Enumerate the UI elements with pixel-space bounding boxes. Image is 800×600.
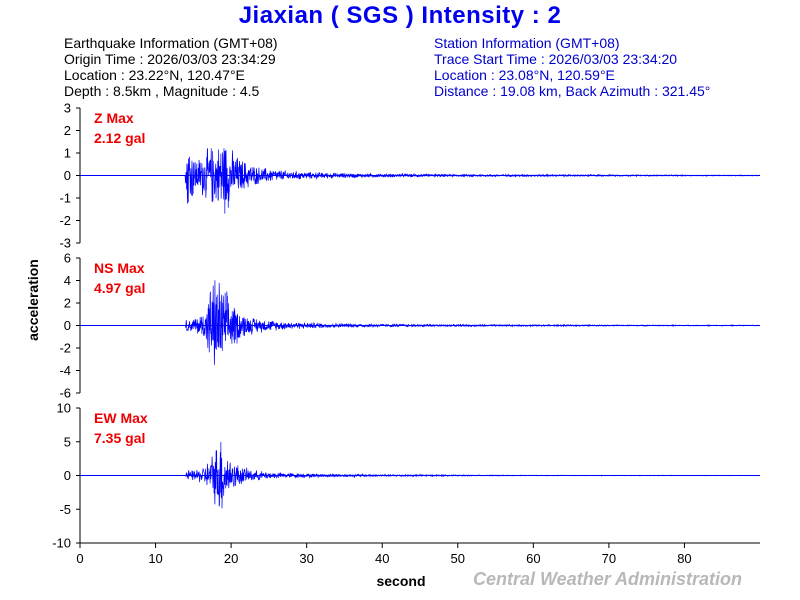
y-tick-label: -1: [59, 191, 71, 206]
x-tick-label: 30: [299, 551, 313, 566]
series-max-value: 7.35 gal: [94, 430, 145, 446]
series-name-label: NS Max: [94, 260, 145, 276]
waveform-2: [79, 441, 761, 509]
x-tick-label: 80: [677, 551, 691, 566]
origin-time: Origin Time : 2026/03/03 23:34:29: [64, 51, 276, 67]
x-axis-ticks: 0 10 20 30 40 50 60 70 80: [76, 543, 692, 566]
waveform-1: [79, 280, 761, 365]
x-tick-label: 70: [602, 551, 616, 566]
panel-0: -3 -2 -1 0 1 2 3 Z Max 2.12 gal: [59, 101, 761, 251]
y-tick-label: 0: [64, 168, 71, 183]
y-tick-label: -6: [59, 386, 71, 401]
earthquake-info-heading: Earthquake Information (GMT+08): [64, 35, 278, 51]
x-tick-label: 50: [451, 551, 465, 566]
station-info-heading: Station Information (GMT+08): [434, 35, 620, 51]
y-tick-label: 10: [57, 401, 71, 416]
x-tick-label: 40: [375, 551, 389, 566]
depth-magnitude: Depth : 8.5km , Magnitude : 4.5: [64, 83, 260, 99]
trace-start-time: Trace Start Time : 2026/03/03 23:34:20: [434, 51, 678, 67]
series-max-value: 2.12 gal: [94, 130, 145, 146]
series-max-value: 4.97 gal: [94, 280, 145, 296]
panel-2: -10 -5 0 5 10 EW Max 7.35 gal: [52, 401, 761, 551]
y-tick-label: -3: [59, 236, 71, 251]
watermark: Central Weather Administration: [473, 569, 743, 589]
y-tick-label: -5: [59, 502, 71, 517]
y-tick-label: 2: [64, 296, 71, 311]
panel-1: -6 -4 -2 0 2 4 6 NS Max 4.97 gal: [59, 251, 761, 401]
x-tick-label: 60: [526, 551, 540, 566]
y-tick-label: 2: [64, 123, 71, 138]
y-tick-label: 1: [64, 146, 71, 161]
y-tick-label: 5: [64, 434, 71, 449]
y-tick-label: -2: [59, 341, 71, 356]
y-tick-label: -2: [59, 213, 71, 228]
x-tick-label: 10: [148, 551, 162, 566]
series-name-label: Z Max: [94, 110, 134, 126]
y-tick-label: 6: [64, 251, 71, 266]
x-tick-label: 0: [76, 551, 83, 566]
x-axis-label: second: [376, 573, 425, 589]
earthquake-info: Earthquake Information (GMT+08) Origin T…: [64, 35, 278, 99]
y-tick-label: -4: [59, 363, 71, 378]
chart-title: Jiaxian ( SGS ) Intensity : 2: [238, 2, 562, 29]
series-name-label: EW Max: [94, 410, 148, 426]
station-distance: Distance : 19.08 km, Back Azimuth : 321.…: [434, 83, 711, 99]
station-location: Location : 23.08°N, 120.59°E: [434, 67, 615, 83]
y-tick-label: 0: [64, 468, 71, 483]
station-info: Station Information (GMT+08) Trace Start…: [434, 35, 710, 99]
y-tick-label: -10: [52, 536, 71, 551]
y-tick-label: 4: [64, 273, 71, 288]
y-tick-label: 3: [64, 101, 71, 116]
y-axis-label: acceleration: [25, 259, 41, 341]
x-tick-label: 20: [224, 551, 238, 566]
epicenter-location: Location : 23.22°N, 120.47°E: [64, 67, 245, 83]
y-tick-label: 0: [64, 318, 71, 333]
waveform-0: [79, 148, 761, 214]
